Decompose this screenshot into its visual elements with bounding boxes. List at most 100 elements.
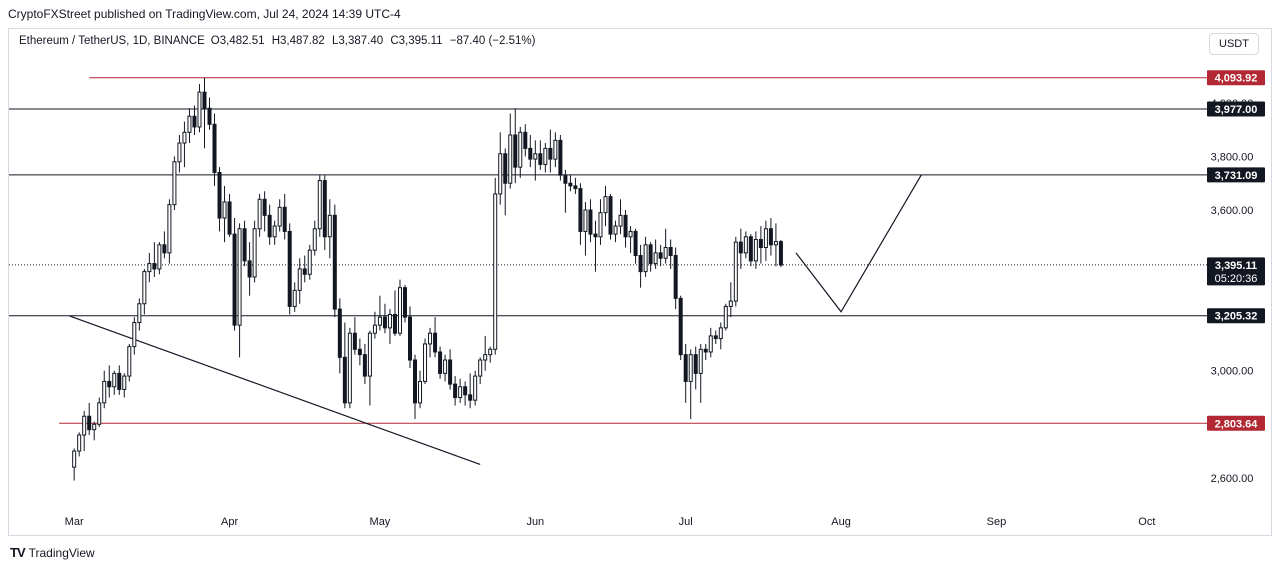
- candle: [272, 220, 277, 245]
- candle-body: [718, 327, 723, 340]
- footer-brand[interactable]: TV TradingView: [10, 545, 95, 560]
- candle: [763, 220, 768, 261]
- candle: [202, 77, 207, 149]
- y-tick-label: 3,000.00: [1211, 366, 1254, 378]
- candle: [267, 204, 272, 245]
- candle: [192, 105, 197, 135]
- candle-body: [327, 214, 332, 238]
- candle: [142, 268, 147, 315]
- low-value: L3,387.40: [331, 35, 384, 47]
- candle: [362, 343, 367, 385]
- candle-body: [172, 161, 177, 206]
- candle-body: [438, 351, 443, 374]
- candle: [768, 218, 773, 256]
- x-tick-label: Jul: [679, 516, 693, 528]
- candle: [673, 247, 678, 310]
- candle-body: [673, 255, 678, 299]
- candle: [187, 108, 192, 144]
- candle-body: [603, 196, 608, 214]
- candle-body: [533, 153, 538, 160]
- candle-body: [72, 450, 77, 468]
- candle-body: [413, 359, 418, 404]
- candle-body: [738, 241, 743, 254]
- candle: [643, 236, 648, 277]
- candle-body: [488, 348, 493, 356]
- high-value: H3,487.82: [271, 35, 325, 47]
- candle-body: [668, 247, 673, 257]
- candle: [347, 327, 352, 409]
- candle: [558, 135, 563, 181]
- candle-body: [598, 212, 603, 238]
- candle-body: [713, 335, 718, 340]
- candle: [548, 129, 553, 173]
- candle: [503, 148, 508, 216]
- candle-body: [548, 147, 553, 160]
- candle: [593, 220, 598, 272]
- candle: [117, 365, 122, 395]
- x-tick-label: Jun: [526, 516, 544, 528]
- candle: [87, 402, 92, 435]
- candle-body: [387, 313, 392, 329]
- candle: [112, 370, 117, 395]
- candle-body: [418, 380, 423, 404]
- candle: [618, 199, 623, 235]
- candle: [488, 346, 493, 363]
- candle-body: [708, 335, 713, 353]
- candle: [162, 231, 167, 259]
- candle: [583, 201, 588, 256]
- candle: [247, 242, 252, 296]
- candle-body: [107, 380, 112, 388]
- candle: [357, 338, 362, 366]
- candle: [678, 295, 683, 360]
- candle-body: [628, 230, 633, 238]
- price-label-text: 3,205.32: [1215, 311, 1258, 323]
- candle: [693, 346, 698, 390]
- candle-body: [513, 134, 518, 168]
- candle: [733, 236, 738, 307]
- candle-body: [588, 209, 593, 235]
- candle-body: [212, 123, 217, 173]
- candle-body: [743, 236, 748, 254]
- candle-body: [753, 238, 758, 262]
- candle-body: [408, 316, 413, 361]
- close-value: C3,395.11: [390, 35, 443, 47]
- candle: [743, 231, 748, 259]
- candle-body: [287, 230, 292, 307]
- candle: [448, 349, 453, 390]
- candle-body: [152, 263, 157, 270]
- candle: [553, 132, 558, 168]
- candle-body: [117, 372, 122, 390]
- candle-body: [367, 332, 372, 377]
- candle-body: [508, 134, 513, 184]
- candle: [473, 370, 478, 406]
- chart-frame: [8, 28, 1272, 536]
- candle: [658, 244, 663, 267]
- candle-body: [272, 225, 277, 238]
- candle: [122, 373, 127, 398]
- price-label-box: [1207, 101, 1265, 117]
- candle-body: [122, 375, 127, 390]
- candle-body: [92, 423, 97, 431]
- candle: [207, 97, 212, 130]
- candle-body: [77, 434, 82, 452]
- candle: [428, 327, 433, 358]
- candle: [287, 223, 292, 315]
- candle: [478, 357, 483, 385]
- candle: [282, 193, 287, 240]
- candle-body: [463, 386, 468, 396]
- currency-button[interactable]: USDT: [1209, 33, 1259, 55]
- candle-body: [528, 147, 533, 160]
- candle: [72, 448, 77, 481]
- candle: [337, 298, 342, 374]
- ohlc-values: O3,482.51 H3,487.82 L3,387.40 C3,395.11 …: [211, 35, 540, 47]
- candle-body: [82, 415, 87, 436]
- candle-body: [663, 247, 668, 259]
- candle: [758, 226, 763, 264]
- candle-body: [428, 332, 433, 345]
- candle: [748, 234, 753, 267]
- candle: [773, 223, 778, 267]
- x-tick-label: Apr: [221, 516, 238, 528]
- candle-body: [342, 356, 347, 404]
